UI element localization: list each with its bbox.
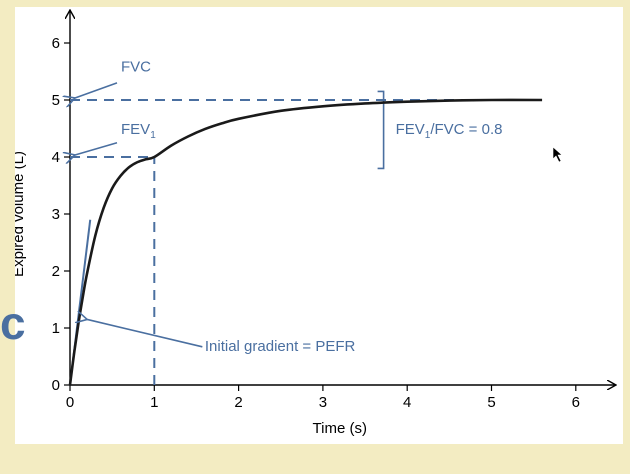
y-tick-label: 2 <box>52 263 60 280</box>
x-tick-label: 0 <box>66 394 74 411</box>
pefr-arrow <box>87 319 203 348</box>
cropped-letter: c <box>0 297 26 349</box>
y-tick-label: 4 <box>52 149 60 166</box>
fvc-label: FVC <box>121 59 151 76</box>
fev1-arrow <box>75 141 118 155</box>
ratio-label-subscript: 1 <box>425 130 431 141</box>
x-tick-label: 6 <box>572 394 580 411</box>
chart-panel: 0 1 2 3 4 5 6 0 1 2 3 4 5 6 Time (s) Expired volume (L)… <box>15 7 623 444</box>
spirometry-chart: 0 1 2 3 4 5 6 0 1 2 3 4 5 6 Time (s) Expired volume (L)… <box>15 7 623 437</box>
fvc-arrow <box>75 82 118 98</box>
x-tick-label: 4 <box>403 394 411 411</box>
volume-curve <box>68 98 543 386</box>
x-axis-title: Time (s) <box>313 420 367 437</box>
ratio-label-rest: /FVC = 0.8 <box>430 121 502 138</box>
x-tick-label: 5 <box>487 394 495 411</box>
ratio-bracket <box>377 90 385 170</box>
x-tick-label: 1 <box>150 394 158 411</box>
y-tick-label: 0 <box>52 377 60 394</box>
y-tick-label: 3 <box>52 206 60 223</box>
ratio-label: FEV1/FVC = 0.8 <box>396 121 503 141</box>
fev1-subscript: 1 <box>150 130 156 141</box>
x-tick-label: 2 <box>234 394 242 411</box>
y-tick-label: 6 <box>52 35 60 52</box>
ratio-label-fev: FEV <box>396 121 425 138</box>
pefr-label: Initial gradient = PEFR <box>205 338 356 355</box>
y-tick-label: 1 <box>52 320 60 337</box>
mouse-cursor-icon <box>552 146 563 163</box>
x-tick-label: 3 <box>319 394 327 411</box>
y-tick-label: 5 <box>52 92 60 109</box>
y-axis-title: Expired volume (L) <box>15 151 27 277</box>
fev1-label: FEV1 <box>121 121 156 141</box>
